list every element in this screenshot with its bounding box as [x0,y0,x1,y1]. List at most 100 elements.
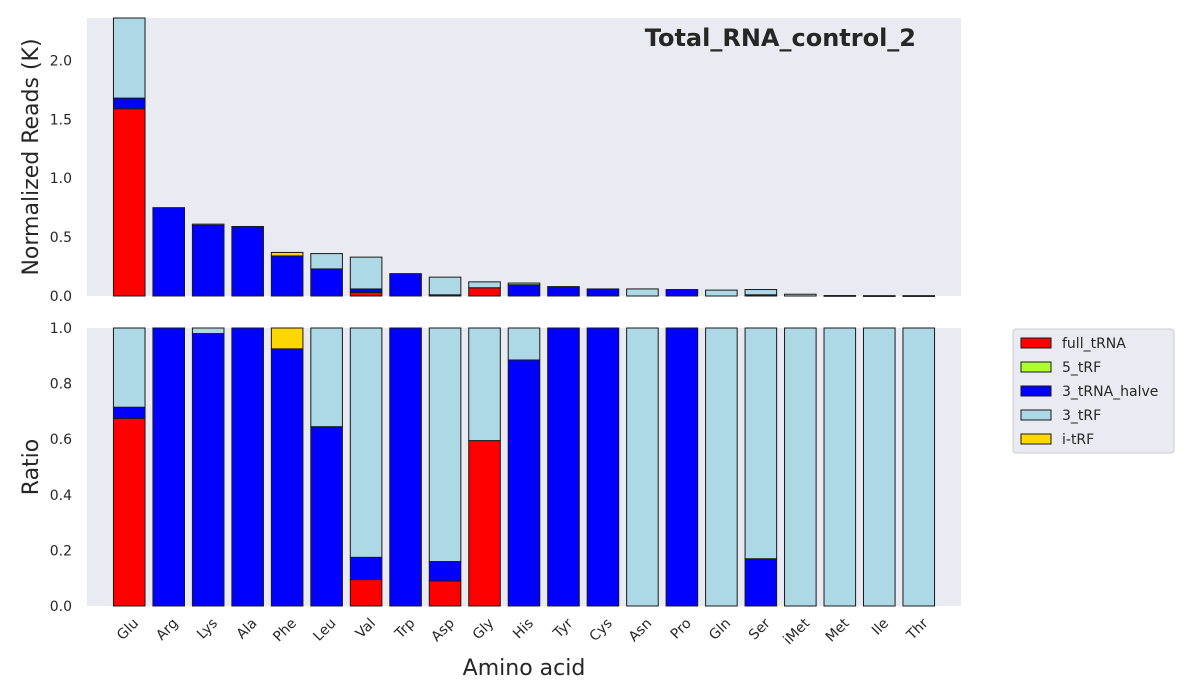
bottom-bar-his-3-trf [507,327,541,361]
bottom-bar-lys-3-trna-halve [191,333,225,607]
x-tick-label-leu: Leu [310,616,339,645]
top-bar-his-3-trna-halve [507,284,541,297]
x-axis-title: Amino acid [463,656,586,681]
top-bar-ala-3-trna-halve [231,226,264,297]
bottom-bar-trp-3-trna-halve [389,327,422,607]
x-tick-label-met: Met [823,615,853,645]
bottom-y-axis-title: Ratio [19,439,44,495]
bottom-bar-ile-3-trf [862,327,896,607]
top-bar-thr-3-trf [902,295,936,297]
bottom-bar-gly-full-trna [468,440,501,607]
top-bar-lys-3-trna-halve [191,224,225,297]
bottom-bar-his-3-trna-halve [507,359,541,607]
bottom-bar-glu-3-trna-halve [112,406,146,419]
top-y-tick-label: 1.0 [50,171,72,187]
top-bar-glu-3-trna-halve [112,97,146,110]
bottom-bar-asp-full-trna [428,580,462,607]
top-bar-ile-3-trf [862,295,896,297]
bottom-bar-arg-3-trna-halve [152,327,186,607]
legend-swatch-i-trf [1020,433,1052,445]
top-bar-arg-3-trna-halve [152,207,186,297]
legend-swatch-5-trf [1020,361,1052,373]
bottom-bar-lys-3-trf [191,327,225,335]
x-axis-ticks: Glu Arg Lys Ala Phe Leu Val Trp Asp Gly His Tyr Cys A… [114,615,932,648]
top-bar-phe-i-trf [270,251,304,257]
top-y-tick-label: 0.5 [50,230,72,246]
top-bar-asn-3-trf [626,288,659,297]
x-tick-label-imet: iMet [781,615,814,648]
bottom-bar-thr-3-trf [902,327,936,607]
bottom-bar-val-3-trf [349,327,383,558]
bottom-bar-ala-3-trna-halve [231,327,264,607]
top-bar-met-3-trf [823,295,857,297]
bottom-bar-ser-3-trna-halve [744,558,778,607]
top-bar-cys-3-trna-halve [586,288,620,297]
x-tick-label-his: His [510,616,537,643]
legend-label-5-trf: 5_tRF [1062,360,1101,376]
top-y-tick-label: 2.0 [50,53,72,69]
x-tick-label-asn: Asn [626,616,656,646]
bottom-bar-tyr-3-trna-halve [547,327,580,607]
top-bar-gly-3-trf [468,281,501,289]
top-bar-gln-3-trf [705,289,738,297]
x-tick-label-gln: Gln [706,616,734,644]
bottom-bar-val-full-trna [349,579,383,607]
legend-label-i-trf: i-tRF [1062,432,1094,448]
x-tick-label-asp: Asp [428,615,458,645]
top-panel-bars [112,17,936,297]
top-bar-val-full-trna [349,291,383,297]
top-y-tick-label: 0.0 [50,289,72,305]
bottom-y-tick-label: 0.8 [50,377,72,393]
legend-swatch-3-trna-halve [1020,385,1052,397]
legend-label-3-trna-halve: 3_tRNA_halve [1062,384,1158,400]
bottom-bar-phe-i-trf [270,327,304,350]
x-tick-label-trp: Trp [391,615,418,642]
bottom-bar-asp-3-trna-halve [428,561,462,582]
bottom-y-axis-ticks: 0.0 0.2 0.4 0.6 0.8 1.0 [50,321,72,615]
top-bar-leu-3-trf [310,253,343,270]
legend-swatch-3-trf [1020,409,1052,421]
bottom-bar-leu-3-trna-halve [310,426,343,607]
x-tick-label-pro: Pro [668,616,695,643]
x-tick-label-phe: Phe [270,616,300,646]
bottom-y-tick-label: 0.4 [50,488,72,504]
bottom-bar-phe-3-trna-halve [270,348,304,607]
x-tick-label-tyr: Tyr [550,615,577,642]
x-tick-label-ile: Ile [869,616,892,639]
x-tick-label-lys: Lys [194,616,221,643]
top-bar-trp-3-trna-halve [389,273,422,297]
top-bar-leu-3-trna-halve [310,268,343,297]
bottom-bar-cys-3-trna-halve [586,327,620,607]
top-bar-asp-3-trf [428,276,462,296]
x-tick-label-val: Val [353,616,379,642]
bottom-bar-asn-3-trf [626,327,659,607]
top-bar-phe-3-trna-halve [270,255,304,297]
chart-title: Total_RNA_control_2 [645,24,916,52]
top-bar-pro-3-trna-halve [665,289,699,297]
bottom-bar-glu-3-trf [112,327,146,408]
x-tick-label-ala: Ala [234,616,261,643]
bottom-bar-met-3-trf [823,327,857,607]
top-bar-ser-3-trf [744,289,778,296]
bottom-bar-gln-3-trf [705,327,738,607]
top-y-tick-label: 1.5 [50,112,72,128]
x-tick-label-glu: Glu [114,616,142,644]
bottom-y-tick-label: 1.0 [50,321,72,337]
top-bar-imet-3-trf [784,293,817,297]
legend-frame [1012,328,1175,454]
bottom-bar-pro-3-trna-halve [665,327,699,607]
x-tick-label-thr: Thr [903,615,932,644]
legend-label-3-trf: 3_tRF [1062,408,1101,424]
bottom-panel-bars [112,327,936,607]
top-bar-gly-full-trna [468,287,501,297]
legend-swatch-full-trna [1020,337,1052,349]
legend-label-full-trna: full_tRNA [1062,336,1126,352]
top-bar-lys-3-trf [191,223,225,226]
bottom-bar-asp-3-trf [428,327,462,563]
top-y-axis-title: Normalized Reads (K) [19,38,44,275]
x-tick-label-gly: Gly [470,616,498,644]
bottom-bar-imet-3-trf [784,327,817,607]
bottom-bar-val-3-trna-halve [349,556,383,581]
top-bar-glu-3-trf [112,17,146,99]
